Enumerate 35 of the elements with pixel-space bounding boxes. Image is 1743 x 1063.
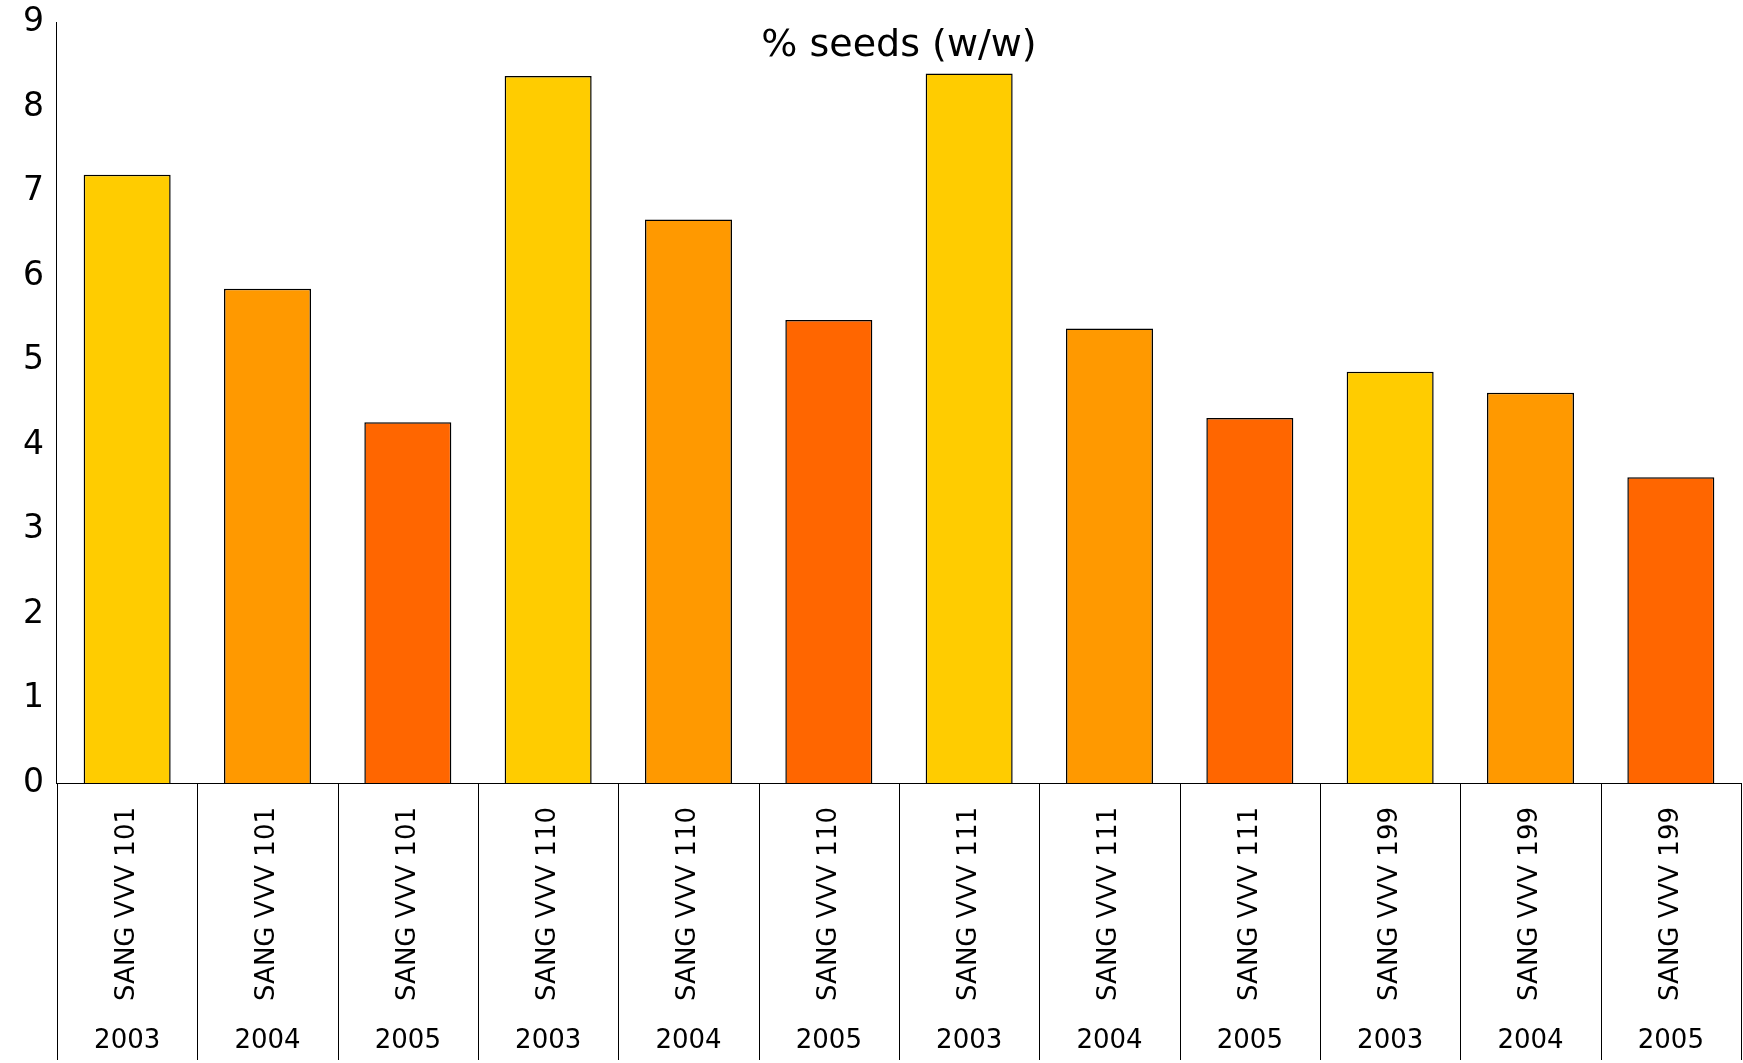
y-tick-label: 6 [23,253,44,293]
x-tick-label: SANG VVV 111 [951,807,982,1001]
text: 2004 [655,1023,722,1054]
x-tick-label: SANG VVV 199 [1372,807,1403,1001]
y-tick-label: 3 [23,507,44,547]
x-tick-label: SANG VVV 199 [1513,807,1544,1001]
text: 2003 [1357,1023,1424,1054]
y-tick-label: 1 [23,676,44,716]
y-tick-label: 7 [23,169,44,209]
x-tick-label: SANG VVV 110 [530,807,561,1001]
x-tick-label: SANG VVV 101 [109,807,140,1001]
x-tick-label: SANG VVV 110 [671,807,702,1001]
x-tick-label: SANG VVV 101 [250,807,281,1001]
text: 2004 [1497,1023,1564,1054]
x-tick-label: SANG VVV 101 [390,807,421,1001]
text: 2005 [1216,1023,1283,1054]
y-tick-label: 8 [23,84,44,124]
text: 2004 [1076,1023,1143,1054]
x-tick-label: SANG VVV 199 [1653,807,1684,1001]
y-tick-label: 4 [23,422,44,462]
x-tick-label: SANG VVV 111 [1092,807,1123,1001]
y-tick-label: 2 [23,591,44,631]
text: 2005 [1637,1023,1704,1054]
y-tick-label: 9 [23,0,44,40]
y-tick-label: 5 [23,338,44,378]
x-tick-label: SANG VVV 110 [811,807,842,1001]
y-tick-label: 0 [23,760,44,800]
text: 2005 [374,1023,441,1054]
chart-title: % seeds (w/w) [761,20,1037,65]
x-tick-label: SANG VVV 111 [1232,807,1263,1001]
text: 2003 [94,1023,161,1054]
text: 2003 [936,1023,1003,1054]
text: 2005 [795,1023,862,1054]
text: 2004 [234,1023,301,1054]
text: 2003 [515,1023,582,1054]
